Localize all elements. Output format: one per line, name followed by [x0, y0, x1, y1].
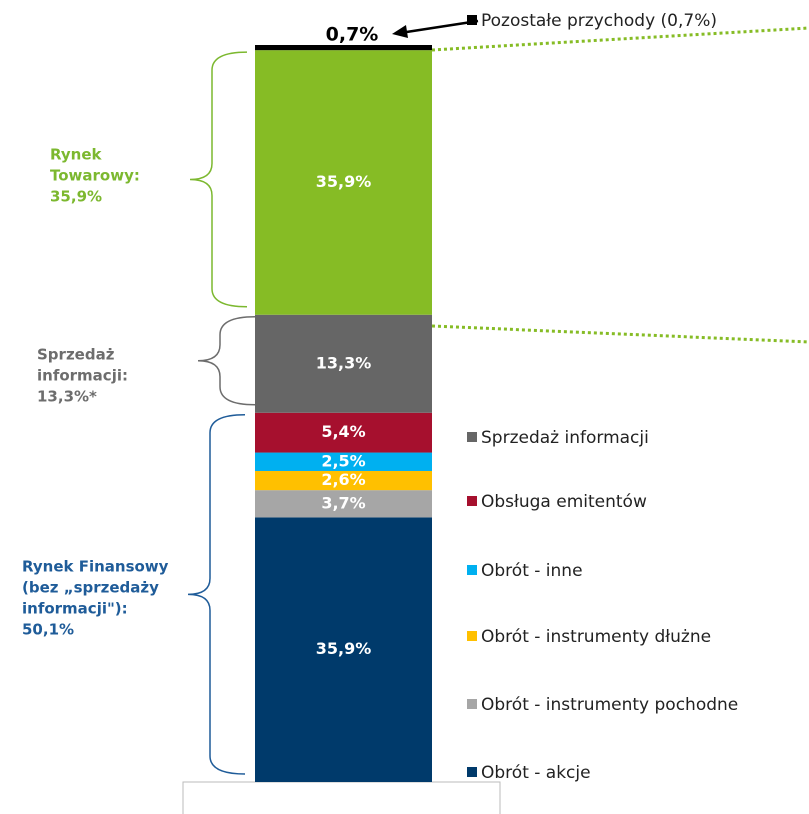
legend-swatch: [467, 432, 477, 442]
annotation: Rynek Finansowy: [22, 558, 169, 576]
data-label: 2,5%: [321, 451, 365, 470]
bar-segment: [255, 470, 432, 491]
bracket: [189, 51, 248, 308]
bar-segment: [255, 45, 432, 51]
data-label: 35,9%: [316, 172, 372, 191]
bar-segment: [255, 314, 432, 413]
annotation: Rynek: [50, 146, 103, 164]
data-label: 2,6%: [321, 470, 365, 489]
legend-label: Obrót - inne: [481, 561, 583, 581]
arrow: [399, 19, 479, 35]
legend-label: Obrót - instrumenty pochodne: [481, 695, 738, 715]
legend-label: Obsługa emitentów: [481, 492, 647, 512]
arrow-head: [392, 25, 408, 38]
legend-label: Sprzedaż informacji: [481, 428, 649, 448]
legend-swatch: [467, 565, 477, 575]
annotation: Towarowy:: [50, 167, 140, 185]
annotation: 50,1%: [22, 621, 74, 639]
legend-swatch: [467, 496, 477, 506]
annotation: informacji:: [37, 367, 128, 385]
bar-segment: [255, 490, 432, 518]
connector-line: [431, 26, 809, 52]
legend-label: Obrót - instrumenty dłużne: [481, 627, 711, 647]
annotation: 35,9%: [50, 188, 102, 206]
bracket: [197, 315, 256, 406]
bar-segment: [255, 412, 432, 453]
axis-box: [182, 781, 501, 814]
legend-swatch: [467, 699, 477, 709]
legend-swatch: [467, 767, 477, 777]
data-label: 0,7%: [326, 24, 379, 46]
legend-label: Pozostałe przychody (0,7%): [481, 11, 717, 31]
legend-swatch: [467, 15, 477, 25]
bar-segment: [255, 517, 432, 782]
data-label: 13,3%: [316, 353, 372, 372]
annotation: 13,3%*: [37, 388, 97, 406]
bracket: [187, 414, 246, 775]
connector-line: [431, 324, 809, 344]
data-label: 35,9%: [316, 639, 372, 658]
data-label: 5,4%: [321, 422, 365, 441]
data-label: 3,7%: [321, 493, 365, 512]
bar-segment: [255, 452, 432, 471]
legend-swatch: [467, 631, 477, 641]
annotation: informacji"):: [22, 600, 128, 618]
bar-segment: [255, 50, 432, 315]
legend-label: Obrót - akcje: [481, 763, 591, 783]
annotation: Sprzedaż: [37, 346, 115, 364]
annotation: (bez „sprzedaży: [22, 579, 159, 597]
